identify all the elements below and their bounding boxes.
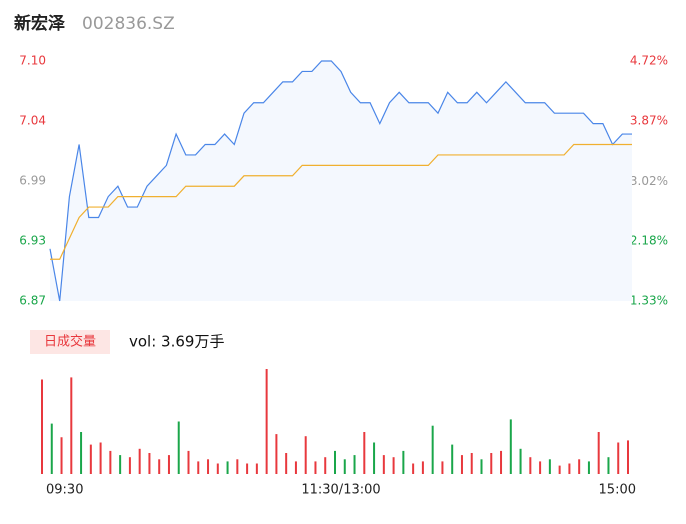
volume-total: vol: 3.69万手 [129,333,224,351]
volume-bar [500,450,503,474]
volume-bar [460,455,463,474]
volume-bar [529,457,532,474]
volume-bar [324,457,327,474]
volume-bar [382,455,385,474]
volume-bar [421,461,424,474]
volume-bar [343,459,346,474]
volume-bar [480,459,483,474]
volume-bar [285,453,288,474]
volume-bar [392,457,395,474]
volume-bar [197,461,200,474]
volume-bar [265,369,268,474]
volume-bar [578,459,581,474]
volume-bar [50,423,53,474]
volume-bar [294,461,297,474]
volume-tab-label: 日成交量 [44,334,96,350]
volume-bar [548,459,551,474]
volume-bar [207,459,210,474]
volume-bar [128,457,131,474]
volume-bar [304,436,307,474]
volume-bar [246,463,249,474]
y2-tick-label: 3.87% [630,114,668,128]
volume-bar [607,457,610,474]
volume-bar [167,455,170,474]
y2-tick-label: 3.02% [630,174,668,188]
volume-bar [412,463,415,474]
volume-bar [187,450,190,474]
volume-bar [255,463,258,474]
volume-bar [89,444,92,474]
price-area [50,61,632,301]
volume-bar [60,437,63,474]
volume-bar [99,442,102,474]
volume-bar [158,459,161,474]
volume-bar [138,448,141,474]
volume-bar [314,461,317,474]
volume-bar [490,453,493,474]
volume-bar [226,461,229,474]
volume-bar [177,421,180,474]
y-tick-label: 7.04 [19,114,46,128]
volume-bar [353,455,356,474]
y2-tick-label: 1.33% [630,294,668,308]
y-tick-label: 6.99 [19,174,46,188]
volume-bar [236,459,239,474]
y-tick-label: 6.93 [19,234,46,248]
volume-bar [334,450,336,474]
volume-bar [617,442,620,474]
x-tick-label: 09:30 [46,483,83,498]
x-tick-label: 11:30/13:00 [301,483,380,498]
volume-bar [80,432,83,474]
volume-bar [363,432,366,474]
series-line-price [49,60,632,302]
volume-bar [519,448,522,474]
y-tick-label: 6.87 [19,294,46,308]
volume-bar [109,450,112,474]
volume-bar [558,465,561,474]
volume-bar [431,425,434,474]
volume-bar [373,442,376,474]
volume-bar [470,453,473,474]
y2-tick-label: 2.18% [630,233,668,247]
volume-tab [30,330,110,354]
volume-bar [539,461,542,474]
volume-bar [587,461,590,474]
x-tick-label: 15:00 [599,483,636,498]
volume-bar [568,463,571,474]
volume-bar [402,450,405,474]
series-line-average [50,143,632,260]
volume-bar [216,463,219,474]
volume-bar [597,432,600,474]
volume-bar [119,455,122,474]
stock-code: 002836.SZ [82,14,175,34]
volume-bar [451,444,454,474]
stock-name: 新宏泽 [14,13,65,34]
y2-tick-label: 4.72% [630,54,668,68]
volume-bar [627,440,629,474]
y-tick-label: 7.10 [19,54,46,68]
volume-bar [509,419,512,474]
volume-bar [275,434,278,474]
volume-bar [70,377,73,474]
volume-bar [41,379,43,474]
volume-bar [441,461,444,474]
volume-bar [148,453,151,474]
